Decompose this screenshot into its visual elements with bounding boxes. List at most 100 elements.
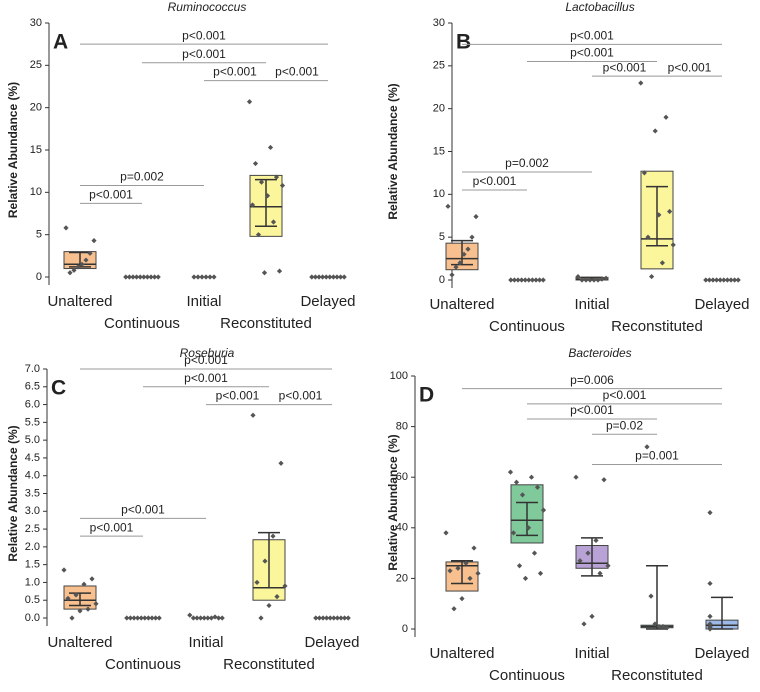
y-tick-label: 5 — [36, 229, 42, 241]
data-point — [537, 277, 543, 283]
y-axis-label: Relative Abundance (%) — [6, 425, 20, 561]
data-point — [707, 613, 713, 619]
data-point — [471, 545, 477, 551]
data-point — [77, 608, 83, 614]
data-point — [148, 274, 154, 280]
p-value: p<0.001 — [570, 403, 614, 417]
p-value: p<0.001 — [473, 174, 517, 188]
data-point — [508, 277, 514, 283]
data-point — [529, 277, 535, 283]
data-point — [537, 570, 544, 576]
y-tick-label: 5.0 — [25, 434, 40, 446]
data-point — [457, 260, 463, 266]
p-value: p<0.001 — [570, 46, 614, 60]
data-point — [282, 583, 288, 589]
data-point — [137, 274, 143, 280]
data-point — [641, 170, 647, 176]
data-point — [155, 274, 161, 280]
y-tick-label: 0 — [402, 623, 408, 635]
data-point — [540, 277, 546, 283]
y-tick-label: 0 — [439, 274, 445, 286]
y-tick-label: 1.5 — [25, 559, 40, 571]
data-point — [638, 80, 644, 86]
data-point — [327, 615, 333, 621]
data-point — [451, 606, 457, 612]
p-value: p<0.001 — [603, 60, 647, 74]
data-point — [575, 273, 581, 280]
data-point — [323, 274, 329, 280]
data-point — [87, 250, 93, 256]
y-tick-label: 6.5 — [25, 381, 40, 393]
data-point — [330, 274, 336, 280]
x-tick-label: Continuous — [489, 667, 565, 684]
data-point — [93, 601, 99, 607]
data-point — [463, 560, 469, 566]
p-value: p=0.002 — [505, 156, 549, 170]
data-point — [593, 537, 599, 544]
data-point — [207, 274, 213, 280]
data-point — [515, 277, 521, 283]
p-value: p=0.02 — [606, 418, 643, 432]
y-tick-label: 6.0 — [25, 398, 40, 410]
data-point — [152, 274, 158, 280]
y-tick-label: 0 — [36, 271, 42, 283]
x-tick-label: Reconstituted — [611, 667, 703, 684]
data-point — [475, 570, 481, 576]
data-point — [261, 270, 268, 276]
data-point — [144, 274, 150, 280]
y-tick-label: 80 — [396, 421, 408, 433]
data-point — [522, 277, 528, 283]
data-point — [141, 274, 147, 280]
data-point — [601, 477, 607, 483]
data-point — [142, 615, 148, 621]
data-point — [61, 567, 67, 573]
data-point — [135, 615, 141, 621]
data-point — [510, 530, 517, 536]
data-point — [201, 615, 207, 621]
data-point — [540, 507, 547, 513]
data-point — [525, 525, 532, 531]
data-point — [276, 268, 283, 274]
p-value: p<0.001 — [184, 371, 228, 385]
data-point — [589, 613, 595, 619]
data-point — [338, 274, 344, 280]
data-point — [83, 257, 89, 263]
data-point — [706, 277, 712, 283]
y-axis-label: Relative Abundance (%) — [386, 83, 400, 219]
data-point — [219, 615, 225, 621]
y-tick-label: 5.5 — [25, 416, 40, 428]
data-point — [252, 160, 259, 167]
y-tick-label: 2.5 — [25, 523, 40, 535]
data-point — [445, 203, 451, 209]
y-tick-label: 15 — [433, 145, 445, 157]
chart-title: Ruminococcus — [168, 0, 247, 14]
y-tick-label: 3.5 — [25, 487, 40, 499]
data-point — [732, 277, 738, 283]
data-point — [345, 615, 351, 621]
data-point — [652, 128, 658, 134]
y-axis-label: Relative Abundance (%) — [386, 434, 400, 570]
data-point — [85, 606, 91, 612]
y-tick-label: 25 — [433, 60, 445, 72]
data-point — [334, 274, 340, 280]
data-point — [309, 274, 315, 280]
data-point — [721, 277, 727, 283]
data-point — [656, 212, 662, 218]
data-point — [583, 277, 589, 283]
data-point — [603, 275, 609, 281]
data-point — [528, 474, 535, 480]
data-point — [577, 558, 583, 564]
data-point — [190, 615, 196, 621]
data-point — [198, 615, 204, 621]
data-point — [274, 594, 280, 600]
data-point — [331, 615, 337, 621]
data-point — [270, 533, 276, 539]
p-value: p<0.001 — [668, 60, 712, 74]
data-point — [728, 277, 734, 283]
x-tick-label: Reconstituted — [223, 656, 315, 673]
p-value: p<0.001 — [182, 47, 226, 61]
data-point — [203, 274, 209, 280]
data-point — [79, 261, 85, 267]
chart-title: Bacteroides — [568, 346, 631, 360]
